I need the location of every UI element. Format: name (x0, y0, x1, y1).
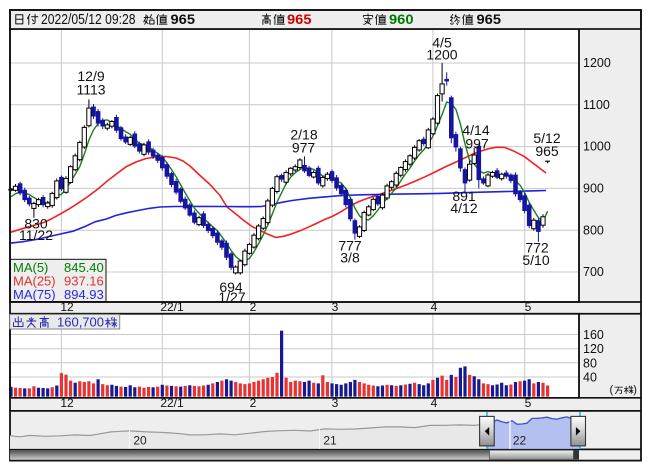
svg-text:5/12: 5/12 (533, 130, 560, 146)
svg-text:20: 20 (133, 434, 147, 448)
svg-text:12: 12 (60, 396, 74, 410)
svg-text:800: 800 (583, 223, 604, 237)
svg-text:2022/05/12 09:28: 2022/05/12 09:28 (41, 12, 136, 28)
svg-text:MA(5): MA(5) (13, 260, 48, 275)
svg-text:2/18: 2/18 (290, 127, 317, 143)
svg-text:937.16: 937.16 (64, 273, 104, 288)
svg-text:4: 4 (431, 300, 438, 314)
svg-text:2: 2 (250, 396, 257, 410)
svg-text:5: 5 (525, 396, 532, 410)
svg-text:965: 965 (535, 143, 559, 159)
svg-text:694: 694 (219, 279, 243, 295)
svg-text:977: 977 (292, 140, 316, 156)
svg-text:960: 960 (389, 11, 414, 27)
svg-text:5/10: 5/10 (522, 252, 549, 268)
svg-text:22/1: 22/1 (160, 300, 184, 314)
svg-text:): ) (633, 384, 637, 396)
svg-text:4/14: 4/14 (462, 122, 489, 138)
svg-text:845.40: 845.40 (64, 260, 104, 275)
svg-text:700: 700 (583, 265, 604, 279)
svg-text:MA(75): MA(75) (13, 287, 56, 302)
svg-text:4/12: 4/12 (450, 200, 477, 216)
svg-text:1200: 1200 (583, 56, 611, 70)
svg-text:3/8: 3/8 (340, 250, 360, 266)
svg-text:777: 777 (338, 238, 362, 254)
svg-text:965: 965 (287, 11, 312, 27)
svg-text:12: 12 (60, 300, 74, 314)
svg-text:160,700: 160,700 (57, 314, 104, 329)
svg-text:4: 4 (431, 396, 438, 410)
svg-text:4/5: 4/5 (432, 34, 452, 50)
svg-text:965: 965 (171, 11, 196, 27)
svg-text:894.93: 894.93 (64, 287, 104, 302)
svg-text:21: 21 (323, 434, 337, 448)
svg-text:120: 120 (583, 342, 604, 356)
svg-text:1/27: 1/27 (218, 289, 245, 305)
svg-text:40: 40 (583, 370, 597, 384)
svg-text:3: 3 (332, 396, 339, 410)
svg-text:12/9: 12/9 (77, 68, 104, 84)
svg-text:2: 2 (250, 300, 257, 314)
svg-text:22: 22 (513, 434, 527, 448)
svg-text:1000: 1000 (583, 140, 611, 154)
svg-text:MA(25): MA(25) (13, 273, 56, 288)
svg-text:5: 5 (525, 300, 532, 314)
svg-text:160: 160 (583, 328, 604, 342)
svg-text:997: 997 (465, 136, 489, 152)
svg-text:3: 3 (332, 300, 339, 314)
svg-text:80: 80 (583, 356, 597, 370)
svg-text:772: 772 (525, 239, 549, 255)
svg-text:830: 830 (24, 216, 48, 232)
svg-text:1100: 1100 (583, 98, 610, 112)
svg-text:891: 891 (452, 188, 476, 204)
svg-text:1113: 1113 (76, 82, 105, 98)
svg-text:965: 965 (477, 11, 502, 27)
svg-text:11/22: 11/22 (19, 227, 53, 243)
svg-text:900: 900 (583, 182, 604, 196)
svg-text:1200: 1200 (426, 47, 457, 63)
svg-text:(: ( (610, 384, 614, 396)
svg-text:22/1: 22/1 (160, 396, 184, 410)
